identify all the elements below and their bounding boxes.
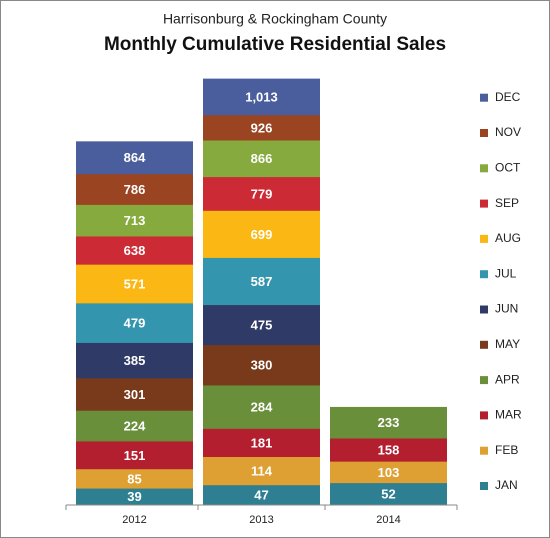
legend-swatch xyxy=(480,129,488,137)
legend-swatch xyxy=(480,340,488,349)
legend-swatch xyxy=(480,270,488,279)
data-label: 786 xyxy=(124,182,146,197)
legend-label: AUG xyxy=(495,231,521,245)
data-label: 52 xyxy=(381,486,395,501)
data-label: 85 xyxy=(127,471,141,486)
data-label: 1,013 xyxy=(245,89,278,104)
data-label: 638 xyxy=(124,243,146,258)
data-label: 587 xyxy=(251,274,273,289)
legend-swatch xyxy=(480,411,488,420)
legend-swatch xyxy=(480,305,488,314)
data-label: 39 xyxy=(127,489,141,504)
data-label: 151 xyxy=(124,448,146,463)
data-label: 864 xyxy=(124,150,146,165)
data-label: 114 xyxy=(251,464,273,479)
legend-label: MAR xyxy=(495,408,522,422)
data-label: 181 xyxy=(251,435,273,450)
legend-swatch xyxy=(480,164,488,173)
data-label: 233 xyxy=(378,415,400,430)
x-tick-label: 2014 xyxy=(376,514,400,526)
data-label: 158 xyxy=(378,443,400,458)
legend-swatch xyxy=(480,199,488,208)
chart-subtitle: Monthly Cumulative Residential Sales xyxy=(104,34,446,55)
chart-title: Harrisonburg & Rockingham County xyxy=(163,11,387,27)
legend-swatch xyxy=(480,482,488,490)
legend-label: NOV xyxy=(495,125,521,139)
data-label: 779 xyxy=(251,186,273,201)
bar xyxy=(76,488,193,505)
legend-swatch xyxy=(480,376,488,385)
legend-swatch xyxy=(480,446,488,455)
legend-swatch xyxy=(480,93,488,102)
data-label: 699 xyxy=(251,227,273,242)
legend-label: SEP xyxy=(495,196,519,210)
data-label: 385 xyxy=(124,353,146,368)
data-label: 47 xyxy=(254,488,268,503)
bar xyxy=(330,483,447,505)
data-label: 475 xyxy=(251,317,273,332)
legend-label: JUN xyxy=(495,302,518,316)
data-label: 224 xyxy=(124,419,146,434)
x-tick-label: 2013 xyxy=(249,514,273,526)
data-label: 926 xyxy=(251,120,273,135)
bar xyxy=(203,485,320,505)
legend-swatch xyxy=(480,234,488,243)
legend-label: OCT xyxy=(495,160,521,174)
data-label: 479 xyxy=(124,316,146,331)
legend-label: JAN xyxy=(495,478,518,492)
data-label: 713 xyxy=(124,213,146,228)
data-label: 301 xyxy=(124,387,146,402)
legend-label: APR xyxy=(495,372,520,386)
data-label: 380 xyxy=(251,358,273,373)
legend-label: DEC xyxy=(495,90,521,104)
legend-label: MAY xyxy=(495,337,520,351)
data-label: 571 xyxy=(124,276,146,291)
data-label: 866 xyxy=(251,151,273,166)
data-label: 284 xyxy=(251,400,273,415)
x-tick-label: 2012 xyxy=(122,514,146,526)
legend-label: FEB xyxy=(495,443,518,457)
legend-label: JUL xyxy=(495,266,517,280)
data-label: 103 xyxy=(378,465,400,480)
